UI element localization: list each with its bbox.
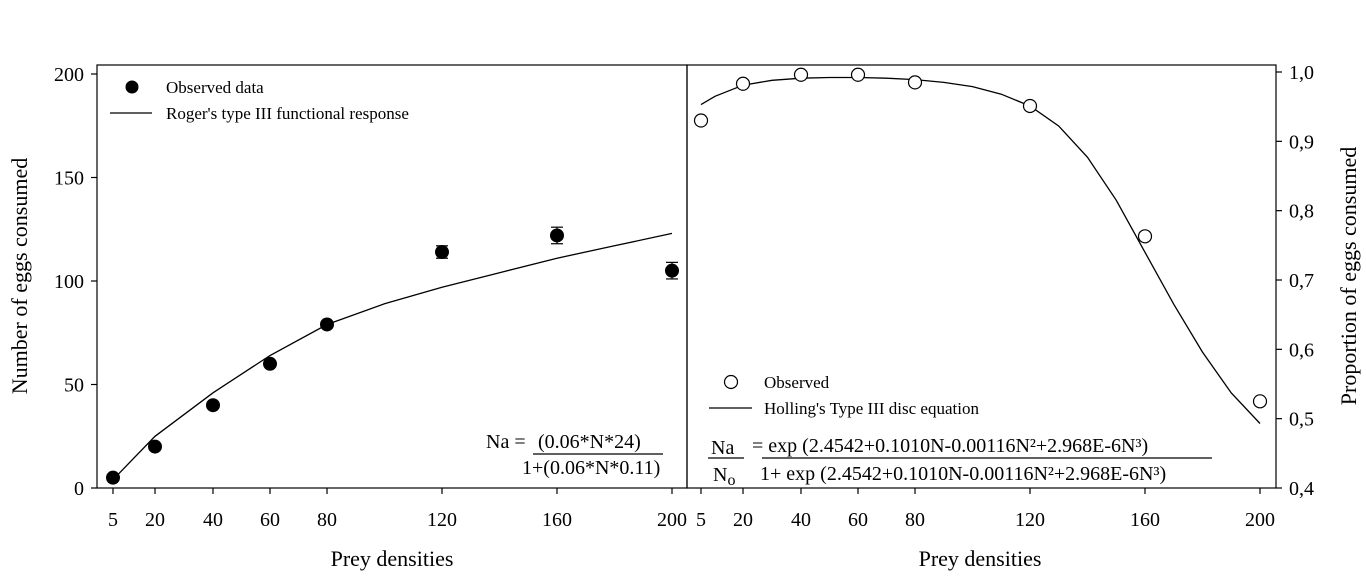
right-x-tick-label: 60 (848, 509, 868, 531)
observed-data-point (148, 439, 162, 454)
observed-data-point (206, 398, 220, 413)
left-equation: Na = (0.06*N*24) 1+(0.06*N*0.11) (486, 431, 663, 479)
right-plot-frame (686, 64, 1277, 489)
left-x-tick-label: 60 (260, 509, 280, 531)
right-equation: Na No = exp (2.4542+0.1010N-0.00116N²+2.… (708, 435, 1212, 489)
observed-data-point (263, 356, 277, 371)
observed-proportion-point (907, 75, 923, 90)
right-y-tick-label: 0,8 (1289, 201, 1314, 223)
left-x-axis-label: Prey densities (331, 546, 454, 571)
equation-lhs-denominator: No (713, 464, 735, 489)
equation-lhs-denominator-subscript: o (727, 472, 735, 489)
right-y-tick-label: 0,5 (1289, 409, 1314, 431)
left-x-tick-label: 160 (542, 509, 572, 531)
left-y-tick-label: 50 (64, 375, 84, 397)
left-x-tick-label: 120 (427, 509, 457, 531)
equation-lhs-denominator-n: N (713, 464, 727, 486)
legend-rogers-label: Roger's type III functional response (166, 104, 409, 123)
equation-denominator: 1+(0.06*N*0.11) (522, 457, 660, 479)
observed-proportion-point (1022, 98, 1038, 114)
equation-numerator: (0.06*N*24) (538, 431, 641, 453)
holling-type-iii-curve (700, 76, 1261, 424)
left-chart-panel: 0 50 100 150 200 5 20 40 60 80 120 160 200 Number o… (7, 64, 688, 571)
right-y-axis-label: Proportion of eggs consumed (1336, 147, 1361, 405)
observed-proportion-points (693, 67, 1268, 409)
observed-proportion-point (693, 113, 709, 128)
left-x-ticks: 5 20 40 60 80 120 160 200 (108, 488, 687, 531)
observed-proportion-point (735, 76, 751, 91)
legend-holling-label: Holling's Type III disc equation (764, 399, 979, 418)
equation-lhs-numerator: Na (711, 437, 734, 459)
legend-observed-data-label: Observed data (166, 78, 264, 97)
right-y-ticks: 0,4 0,5 0,6 0,7 0,8 0,9 1,0 (1276, 62, 1314, 500)
left-x-tick-label: 5 (108, 509, 118, 531)
observed-data-point (665, 263, 679, 278)
right-x-tick-label: 160 (1130, 509, 1160, 531)
observed-proportion-point (850, 67, 866, 82)
left-y-tick-label: 150 (54, 168, 84, 190)
rogers-type-iii-curve (112, 232, 673, 481)
left-x-tick-label: 40 (203, 509, 223, 531)
equation-denominator-right: 1+ exp (2.4542+0.1010N-0.00116N²+2.968E-… (760, 463, 1166, 485)
right-x-tick-label: 80 (905, 509, 925, 531)
right-legend: Observed Holling's Type III disc equatio… (709, 373, 979, 418)
right-y-tick-label: 0,9 (1289, 131, 1314, 153)
legend-open-circle-marker (723, 374, 739, 390)
right-y-tick-label: 0,7 (1289, 270, 1314, 292)
left-legend: Observed data Roger's type III functiona… (110, 78, 409, 123)
equation-lhs: Na = (486, 431, 526, 453)
legend-filled-circle-marker (125, 80, 139, 94)
left-y-tick-label: 200 (54, 64, 84, 86)
right-y-tick-label: 1,0 (1289, 62, 1314, 84)
right-x-axis-label: Prey densities (919, 546, 1042, 571)
observed-proportion-point (793, 67, 809, 82)
right-y-tick-label: 0,4 (1289, 478, 1314, 500)
right-x-ticks: 5 20 40 60 80 120 160 200 (696, 488, 1275, 531)
observed-data-point (550, 228, 564, 243)
right-x-tick-label: 20 (733, 509, 753, 531)
right-x-tick-label: 200 (1245, 509, 1275, 531)
observed-data-point (320, 317, 334, 332)
observed-data-point (435, 245, 449, 260)
observed-proportion-point (1252, 394, 1268, 409)
left-x-tick-label: 80 (317, 509, 337, 531)
left-plot-frame (96, 64, 688, 489)
right-x-tick-label: 40 (791, 509, 811, 531)
left-y-axis-label: Number of eggs consumed (7, 158, 32, 394)
right-y-tick-label: 0,6 (1289, 339, 1314, 361)
observed-proportion-point (1137, 229, 1153, 244)
legend-observed-label: Observed (764, 373, 830, 392)
left-y-tick-label: 0 (74, 478, 84, 500)
right-x-tick-label: 120 (1015, 509, 1045, 531)
observed-data-point (106, 470, 120, 485)
left-y-ticks: 0 50 100 150 200 (54, 64, 97, 500)
left-x-tick-label: 20 (145, 509, 165, 531)
right-x-tick-label: 5 (696, 509, 706, 531)
observed-data-points (106, 226, 679, 485)
equation-numerator-right: = exp (2.4542+0.1010N-0.00116N²+2.968E-6… (752, 435, 1148, 457)
left-x-tick-label: 200 (657, 509, 687, 531)
left-y-tick-label: 100 (54, 271, 84, 293)
right-chart-panel: 0,4 0,5 0,6 0,7 0,8 0,9 1,0 5 20 40 60 80 120 160 200… (686, 62, 1361, 571)
